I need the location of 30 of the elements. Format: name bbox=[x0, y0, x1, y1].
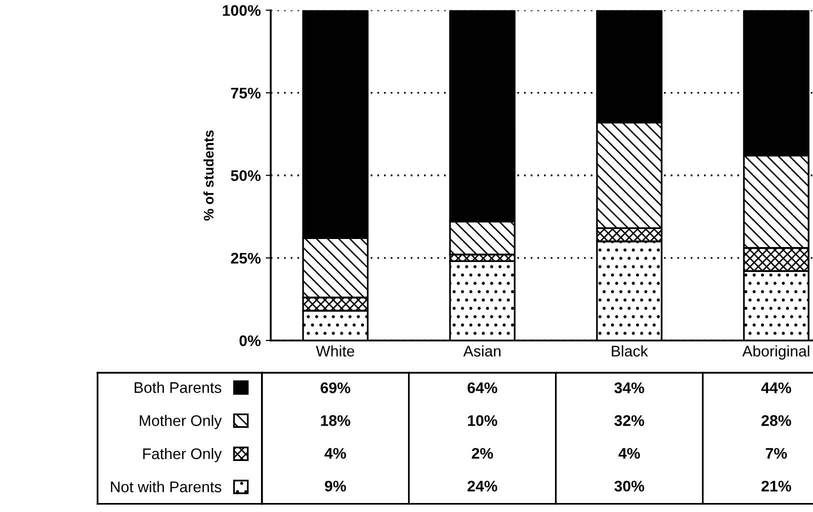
x-tick-label: Black bbox=[612, 345, 648, 357]
data-label: 2% bbox=[472, 448, 493, 459]
data-label: 10% bbox=[468, 415, 498, 426]
legend-label: Not with Parents bbox=[110, 481, 222, 492]
data-label: 21% bbox=[762, 480, 792, 492]
data-label: 44% bbox=[761, 382, 792, 394]
legend-label: Mother Only bbox=[140, 414, 222, 430]
data-label: 34% bbox=[614, 382, 644, 394]
legend-label: Both Parents bbox=[134, 382, 222, 393]
y-tick-label: 100% bbox=[222, 5, 261, 16]
data-label: 64% bbox=[468, 382, 498, 394]
x-tick-label: Aboriginal bbox=[742, 345, 810, 360]
y-axis-title: % of students bbox=[203, 130, 214, 221]
y-tick-label: 25% bbox=[230, 252, 261, 264]
data-label: 69% bbox=[320, 382, 350, 394]
legend-label: Father Only bbox=[143, 448, 222, 462]
data-label: 30% bbox=[614, 480, 644, 492]
y-tick-label: 75% bbox=[231, 88, 261, 98]
y-tick-label: 0% bbox=[240, 335, 261, 346]
x-tick-label: Asian bbox=[463, 345, 500, 357]
data-label: 28% bbox=[762, 415, 792, 426]
data-label: 9% bbox=[324, 480, 346, 492]
data-label: 4% bbox=[324, 448, 346, 459]
data-label: 24% bbox=[468, 480, 498, 492]
data-label: 7% bbox=[766, 448, 787, 459]
y-tick-label: 50% bbox=[230, 170, 261, 182]
data-label: 4% bbox=[618, 448, 640, 459]
x-tick-label: White bbox=[316, 345, 354, 357]
data-label: 32% bbox=[614, 415, 644, 426]
data-label: 18% bbox=[321, 415, 350, 426]
